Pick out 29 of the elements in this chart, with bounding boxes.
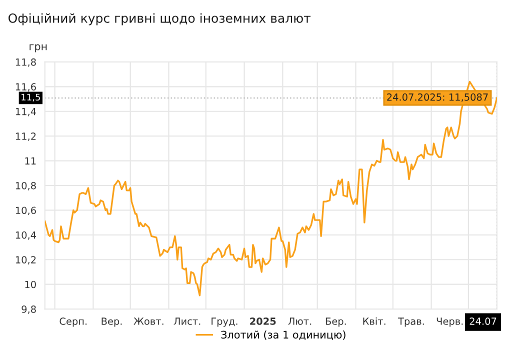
x-tick-label: 24.07 (470, 318, 496, 325)
ref-line-label: 11,5 (22, 94, 40, 102)
y-tick-label: 10,2 (16, 256, 36, 264)
y-tick-label: 9,8 (22, 306, 36, 314)
y-tick-label: 11,8 (16, 58, 36, 67)
y-tick-label: 11 (25, 157, 36, 164)
x-tick-label: Черв. (436, 318, 463, 327)
x-tick-label: Трав. (398, 318, 424, 327)
y-tick-label: 11,4 (16, 108, 36, 116)
x-tick-label: Вер. (102, 318, 122, 327)
y-tick-label: 11,6 (16, 83, 36, 92)
line-series (44, 80, 497, 296)
x-tick-label: Лют. (288, 318, 312, 325)
y-tick-label: 11,2 (16, 132, 36, 141)
y-tick-label: 10,4 (16, 231, 36, 240)
y-tick-label: 10 (25, 280, 36, 288)
y-tick-label: 10,6 (16, 206, 36, 216)
x-tick-label: Груд. (212, 318, 238, 327)
x-tick-label: Жовт. (134, 318, 164, 325)
y-axis-title: грн (30, 44, 47, 52)
x-tick-label: Квіт. (363, 317, 386, 325)
annotation: 24.07.2025: 11,5087 (387, 93, 488, 102)
x-tick-label: Лист. (174, 318, 200, 325)
y-tick-label: 10,8 (16, 182, 36, 190)
x-tick-label: 2025 (250, 318, 276, 325)
legend-label: Злотий (за 1 одиницю) (221, 330, 346, 340)
x-tick-label: Серп. (60, 318, 87, 327)
x-tick-label: Бер. (326, 318, 346, 327)
chart-title: Офіційний курс гривні щодо іноземних валют (8, 13, 311, 26)
